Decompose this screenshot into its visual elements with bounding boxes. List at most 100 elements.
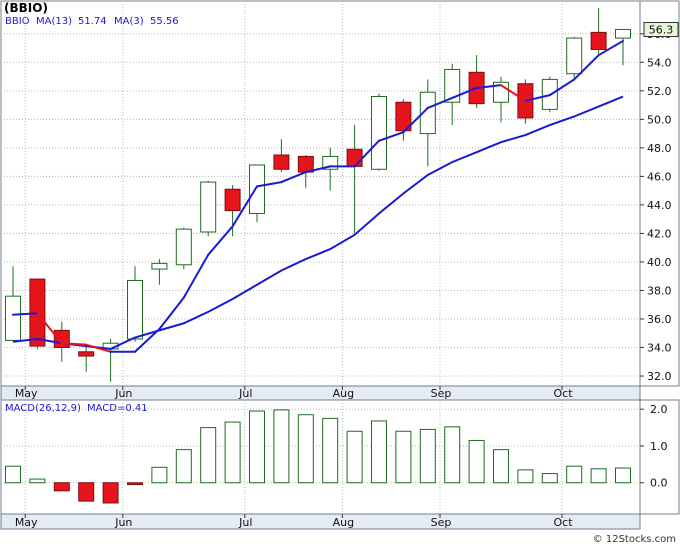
ma3-line-segment xyxy=(475,84,502,89)
candle-body xyxy=(151,262,168,270)
candle-up xyxy=(127,266,143,342)
month-label-macd: Jul xyxy=(238,516,252,529)
macd-bar xyxy=(29,478,46,484)
candle-body xyxy=(224,188,241,212)
candle-body xyxy=(200,181,217,233)
macd-bar xyxy=(615,467,631,484)
price-date-axis-band xyxy=(0,385,641,401)
legend-ma13-value: 51.74 xyxy=(78,16,107,27)
ma3-line-segment xyxy=(524,94,551,102)
candle-down xyxy=(590,8,607,54)
price-panel xyxy=(0,0,680,387)
candle-body xyxy=(297,155,314,173)
legend-ma3-label: MA(3) xyxy=(114,16,144,27)
macd-bar xyxy=(224,421,241,484)
candle-body xyxy=(346,148,363,167)
month-label-macd: Jun xyxy=(114,516,132,529)
candle-body xyxy=(371,96,387,170)
ma3-line-segment xyxy=(280,171,307,184)
ma3-line-segment xyxy=(182,253,210,299)
macd-bar xyxy=(249,410,265,484)
macd-bar xyxy=(419,428,436,484)
month-label-macd: Aug xyxy=(333,516,354,529)
macd-bar xyxy=(273,409,290,484)
month-label-price: Sep xyxy=(431,387,452,400)
macd-bar xyxy=(468,439,485,484)
month-label-macd: Sep xyxy=(431,516,452,529)
candle-body xyxy=(590,31,607,50)
ma3-line-segment xyxy=(548,78,576,97)
legend-macd-label: MACD(26,12,9) xyxy=(5,403,81,414)
price-tick-label: 34.0 xyxy=(647,342,672,355)
ma3-line-segment xyxy=(60,342,88,346)
ma3-line-segment xyxy=(12,312,39,316)
macd-bar xyxy=(346,430,363,484)
macd-bar xyxy=(590,468,607,484)
price-tick-label: 50.0 xyxy=(647,113,672,126)
legend-ma13-label: MA(13) xyxy=(36,16,72,27)
chart-title: (BBIO) xyxy=(4,1,48,15)
macd-date-axis-band xyxy=(0,513,641,530)
footer-copyright: © 12Stocks.com xyxy=(593,534,676,545)
ma3-line-segment xyxy=(378,131,405,142)
month-label-price: Jun xyxy=(114,387,132,400)
candle-up xyxy=(615,29,631,66)
macd-tick-label: 0.0 xyxy=(650,477,668,490)
macd-bar xyxy=(371,420,387,484)
legend-ma3-value: 55.56 xyxy=(150,16,179,27)
month-label-macd: May xyxy=(15,516,38,529)
month-label-macd: Oct xyxy=(553,516,573,529)
ma3-line-segment xyxy=(207,225,234,256)
candle-body xyxy=(273,154,290,170)
price-tick-label: 54.0 xyxy=(647,56,672,69)
macd-bar xyxy=(297,414,314,484)
macd-bar xyxy=(322,417,339,484)
last-price-box xyxy=(643,22,679,38)
macd-bar xyxy=(517,469,534,484)
ma3-line-segment xyxy=(353,139,380,168)
candle-up xyxy=(151,259,168,285)
ma3-line-segment xyxy=(304,165,332,174)
macd-tick-label: 2.0 xyxy=(650,403,668,416)
price-tick-label: 44.0 xyxy=(647,199,672,212)
ma3-line-segment xyxy=(402,106,429,134)
candle-up xyxy=(419,79,436,167)
macd-bar-negative xyxy=(127,482,143,486)
candle-body xyxy=(53,329,70,348)
ma3-line-segment xyxy=(36,312,63,345)
candle-body xyxy=(127,279,143,340)
price-tick-label: 52.0 xyxy=(647,85,672,98)
ma3-line-segment xyxy=(500,84,527,102)
candle-down xyxy=(224,184,241,237)
candle-body xyxy=(615,29,631,39)
ma3-line-segment xyxy=(597,39,624,57)
candle-down xyxy=(395,99,412,141)
macd-bar xyxy=(444,426,461,484)
month-label-price: May xyxy=(15,387,38,400)
legend-macd-value: MACD=0.41 xyxy=(87,403,148,414)
macd-bar xyxy=(493,449,509,484)
candle-up xyxy=(371,93,387,171)
price-tick-label: 48.0 xyxy=(647,142,672,155)
candle-up xyxy=(200,180,217,237)
candle-down xyxy=(78,346,95,372)
candle-body xyxy=(78,351,95,357)
macd-bar-negative xyxy=(102,482,119,504)
price-tick-label: 36.0 xyxy=(647,313,672,326)
macd-bar xyxy=(175,449,192,484)
candle-up xyxy=(5,266,21,342)
ma3-line-segment xyxy=(573,54,600,81)
candle-body xyxy=(249,164,265,214)
candle-down xyxy=(273,139,290,173)
candle-body xyxy=(444,68,461,103)
price-tick-label: 42.0 xyxy=(647,227,672,240)
macd-bar xyxy=(541,473,558,484)
candle-body xyxy=(566,37,583,75)
legend-symbol: BBIO xyxy=(5,16,30,27)
macd-bar xyxy=(395,430,412,484)
candle-body xyxy=(5,295,21,341)
ma3-line-segment xyxy=(256,181,283,188)
ma3-line-segment xyxy=(231,185,258,228)
price-tick-label: 40.0 xyxy=(647,256,672,269)
